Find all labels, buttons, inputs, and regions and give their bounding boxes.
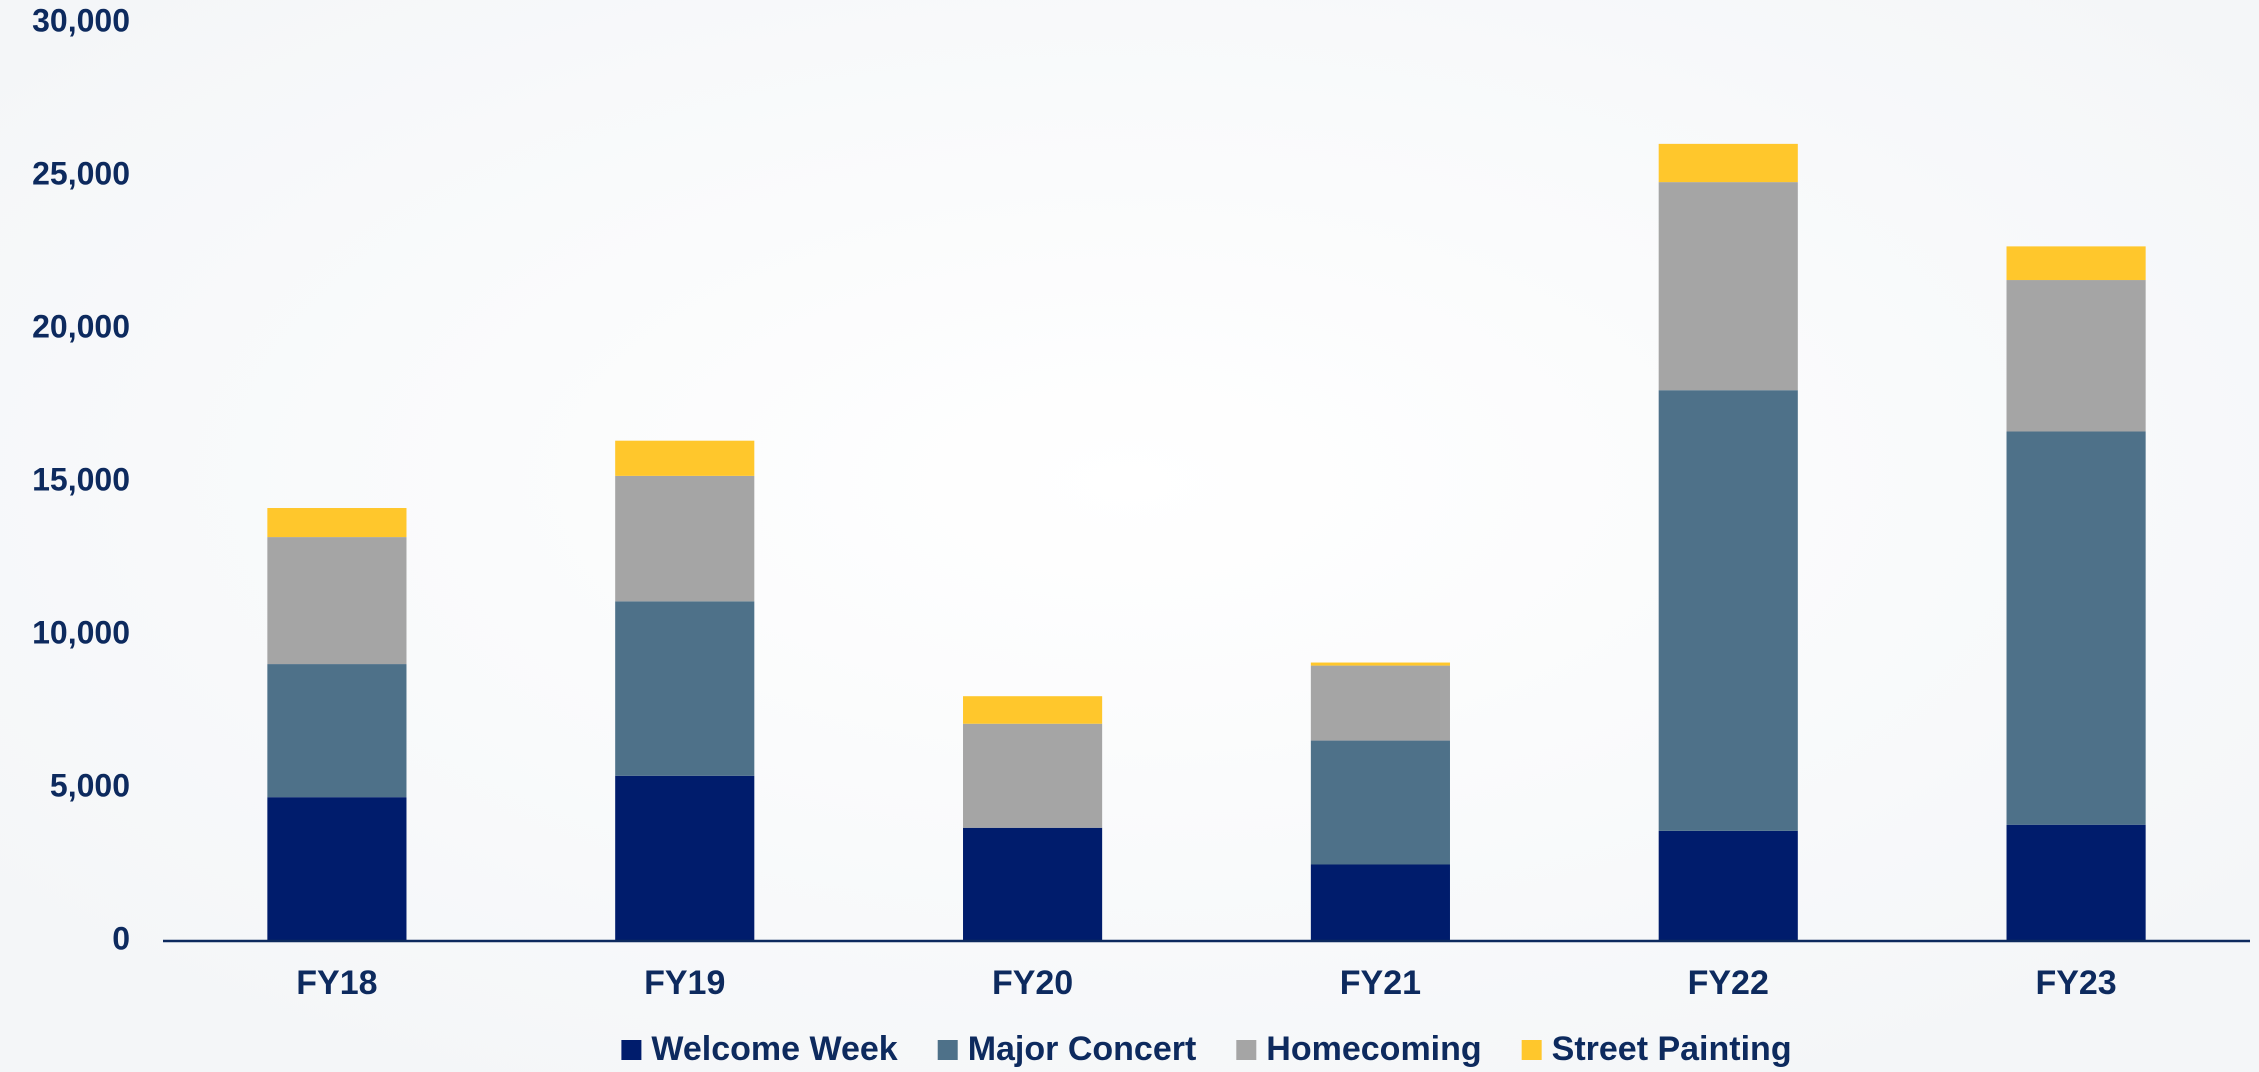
bar-segment [1658, 830, 1798, 941]
bar-segment [615, 475, 755, 602]
bar-segment [1310, 864, 1450, 941]
legend-label: Homecoming [1266, 1030, 1481, 1068]
bar-segment [615, 601, 755, 776]
bar-segment [267, 537, 407, 665]
bar-segment [963, 696, 1103, 724]
bar-segment [267, 664, 407, 798]
y-tick-label: 0 [112, 920, 130, 956]
bar-segment [1310, 665, 1450, 741]
x-tick-label: FY18 [296, 964, 377, 1002]
bar-segment [1658, 182, 1798, 391]
bar-segment [1310, 662, 1450, 666]
legend-swatch [1236, 1040, 1257, 1060]
y-tick-label: 30,000 [32, 2, 130, 38]
bar-segment [2006, 280, 2146, 432]
y-tick-label: 10,000 [32, 614, 130, 650]
legend-swatch [1521, 1040, 1542, 1060]
legend-swatch [937, 1040, 958, 1060]
bar-segment [2006, 824, 2146, 941]
x-tick-label: FY20 [992, 964, 1073, 1002]
y-tick-label: 5,000 [50, 767, 130, 803]
x-tick-label: FY22 [1688, 964, 1769, 1002]
y-tick-label: 20,000 [32, 308, 130, 344]
bar-segment [267, 508, 407, 538]
bar-segment [1658, 390, 1798, 831]
bar-segment [1310, 740, 1450, 865]
bar-segment [615, 775, 755, 941]
bar-segment [963, 827, 1103, 941]
y-tick-label: 25,000 [32, 155, 130, 191]
x-tick-label: FY19 [644, 964, 725, 1002]
bar-segment [1658, 143, 1798, 183]
x-tick-label: FY21 [1340, 964, 1421, 1002]
bar-segment [2006, 431, 2146, 825]
bar-segment [963, 723, 1103, 828]
legend-swatch [621, 1040, 642, 1060]
bar-segment [2006, 246, 2146, 281]
x-tick-label: FY23 [2035, 964, 2116, 1002]
legend: Welcome Week Major Concert Homecoming Stree… [621, 1030, 1792, 1068]
legend-label: Major Concert [968, 1030, 1197, 1068]
bar-segment [267, 797, 407, 941]
legend-label: Welcome Week [651, 1030, 897, 1068]
bar-segment [615, 440, 755, 476]
legend-label: Street Painting [1552, 1030, 1792, 1068]
y-tick-label: 15,000 [32, 461, 130, 497]
